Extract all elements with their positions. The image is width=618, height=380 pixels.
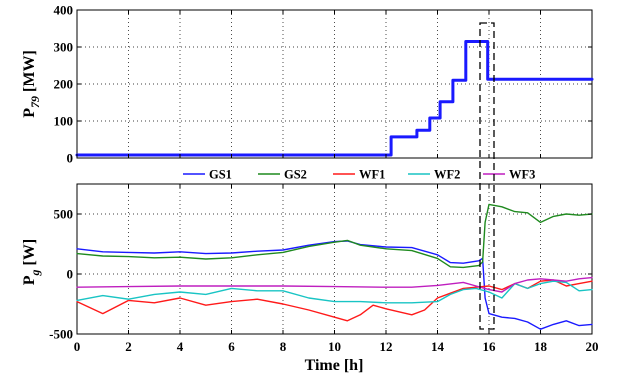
top-y-tick-label: 400 <box>54 3 74 18</box>
bottom-ylabel-unit: [W] <box>21 239 38 266</box>
top-chart-panel: 0 100 200 300 400 P79 [MW] <box>21 3 594 166</box>
x-tick-label: 6 <box>228 339 235 354</box>
x-axis-title: Time [h] <box>305 357 364 374</box>
x-tick-label: 18 <box>534 339 548 354</box>
bottom-y-axis-title: Pg [W] <box>21 239 42 285</box>
x-tick-label: 16 <box>483 339 497 354</box>
top-ylabel-sub: 79 <box>28 96 42 108</box>
bottom-y-tick-label: -500 <box>49 327 73 342</box>
x-tick-label: 0 <box>74 339 81 354</box>
legend-background <box>179 166 552 182</box>
top-y-ticks: 0 100 200 300 400 <box>54 3 592 166</box>
legend-label-wf3: WF3 <box>509 168 535 182</box>
x-tick-label: 2 <box>125 339 132 354</box>
legend-label-wf2: WF2 <box>434 168 460 182</box>
bottom-plot-frame <box>76 183 593 335</box>
bottom-series-line-wf2 <box>76 280 593 304</box>
bottom-y-tick-label: 0 <box>67 267 74 282</box>
top-ylabel-unit: [MW] <box>21 50 38 92</box>
top-y-tick-label: 300 <box>54 40 74 55</box>
top-grid <box>77 10 592 158</box>
bottom-y-tick-label: 500 <box>54 207 74 222</box>
top-y-tick-label: 200 <box>54 77 74 92</box>
highlight-dashed-box <box>479 22 495 330</box>
legend-label-wf1: WF1 <box>359 168 385 182</box>
top-plot-frame <box>76 9 593 159</box>
bottom-series-group <box>76 203 593 330</box>
top-y-tick-label: 0 <box>67 151 74 166</box>
bottom-ylabel-sub: g <box>28 269 42 276</box>
bottom-series-line-gs1 <box>76 240 593 330</box>
top-y-tick-label: 100 <box>54 114 74 129</box>
x-tick-label: 20 <box>586 339 599 354</box>
bottom-series-line-wf3 <box>76 276 593 293</box>
bottom-series-line-gs2 <box>76 203 593 269</box>
bottom-ylabel-main: P <box>21 275 38 285</box>
x-tick-label: 8 <box>280 339 287 354</box>
top-ylabel-main: P <box>21 108 38 118</box>
top-y-axis-title: P79 [MW] <box>21 50 42 118</box>
legend: GS1 GS2 WF1 WF2 WF3 <box>179 166 552 182</box>
top-series-group <box>75 40 594 157</box>
bottom-x-ticks: 0 2 4 6 8 10 12 14 16 18 20 <box>74 184 599 354</box>
top-x-ticks <box>76 10 593 158</box>
legend-label-gs1: GS1 <box>209 168 232 182</box>
x-tick-label: 12 <box>380 339 393 354</box>
x-tick-label: 14 <box>431 339 445 354</box>
legend-label-gs2: GS2 <box>284 168 307 182</box>
x-tick-label: 10 <box>328 339 341 354</box>
bottom-y-ticks: -500 0 500 <box>49 207 592 342</box>
top-series-line-0 <box>75 40 594 157</box>
x-tick-label: 4 <box>177 339 184 354</box>
